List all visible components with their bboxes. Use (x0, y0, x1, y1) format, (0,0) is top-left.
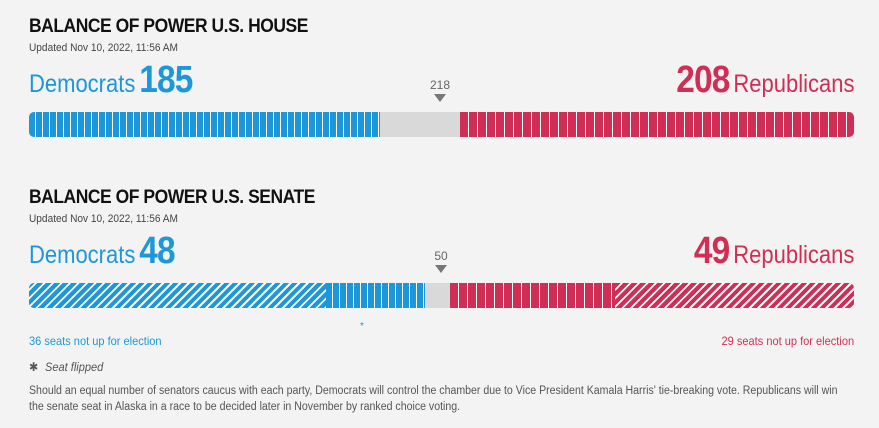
senate-bar (29, 283, 854, 308)
footnote: Should an equal number of senators caucu… (29, 385, 838, 413)
legend-text: Seat flipped (45, 360, 104, 374)
senate-threshold-value: 50 (434, 249, 448, 263)
house-threshold-marker-icon (434, 94, 446, 102)
house-rep-name: Republicans (732, 70, 854, 98)
senate-rep-not-up-text: 29 seats not up for election (721, 334, 854, 348)
house-updated: Updated Nov 10, 2022, 11:56 AM (29, 42, 178, 54)
senate-section: BALANCE OF POWER U.S. SENATE Updated Nov… (29, 187, 854, 348)
house-dem-name: Democrats (29, 70, 136, 98)
house-dem-bar (29, 112, 380, 137)
house-title: BALANCE OF POWER U.S. HOUSE (29, 16, 308, 37)
senate-rep-not-up-bar (614, 283, 854, 308)
flip-legend: ✱ Seat flipped (29, 360, 103, 374)
house-dem-label: Democrats 185 (29, 59, 193, 102)
house-rep-seats: 208 (675, 59, 730, 101)
house-threshold-value: 218 (429, 78, 451, 92)
house-rep-label: 208 Republicans (676, 59, 854, 102)
legend-star-icon: ✱ (29, 360, 39, 374)
house-party-row: Democrats 185 218 208 Republicans (29, 59, 854, 102)
senate-threshold: 50 (421, 249, 461, 273)
senate-dem-up-bar (326, 283, 425, 308)
senate-dem-seats: 48 (139, 230, 175, 272)
house-threshold: 218 (420, 78, 460, 102)
senate-dem-name: Democrats (29, 241, 136, 269)
senate-dem-not-up-bar (29, 283, 326, 308)
senate-updated: Updated Nov 10, 2022, 11:56 AM (29, 213, 178, 225)
senate-party-row: Democrats 48 50 49 Republicans (29, 230, 854, 273)
senate-rep-label: 49 Republicans (694, 230, 854, 273)
senate-dem-not-up-text: 36 seats not up for election (29, 334, 162, 348)
senate-dem-label: Democrats 48 (29, 230, 176, 273)
senate-flip-star-icon: * (360, 321, 364, 332)
house-rep-bar (459, 112, 854, 137)
senate-title: BALANCE OF POWER U.S. SENATE (29, 187, 315, 208)
senate-threshold-marker-icon (435, 265, 447, 273)
senate-rep-seats: 49 (693, 230, 730, 272)
house-bar (29, 112, 854, 137)
senate-rep-up-bar (449, 283, 615, 308)
house-dem-seats: 185 (139, 59, 193, 101)
house-section: BALANCE OF POWER U.S. HOUSE Updated Nov … (29, 16, 854, 137)
senate-rep-name: Republicans (732, 241, 854, 269)
